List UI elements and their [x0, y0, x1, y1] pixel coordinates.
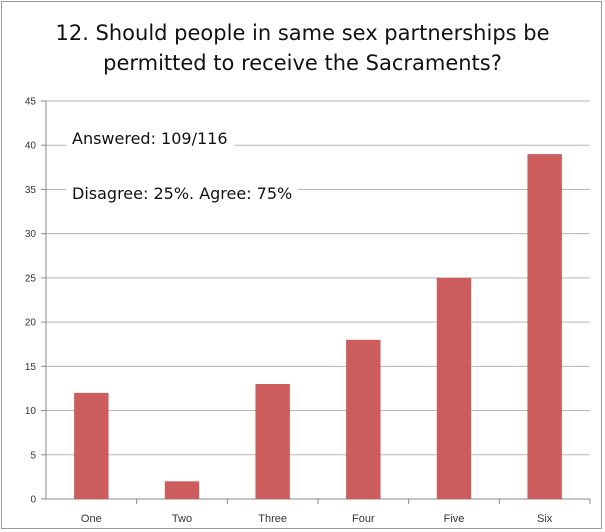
bar-four	[346, 339, 381, 499]
bar-two	[164, 481, 200, 499]
bar-six	[527, 154, 562, 500]
y-tick-label: 25	[25, 273, 37, 284]
y-tick-label: 10	[25, 406, 37, 417]
y-tick-label: 45	[25, 97, 37, 108]
y-tick-label: 40	[25, 141, 37, 152]
bar-one	[74, 392, 109, 499]
chart-title-line-2: permitted to receive the Sacraments?	[103, 51, 502, 75]
agreement-annotation: Disagree: 25%. Agree: 75%	[66, 184, 299, 204]
y-tick-label: 15	[25, 362, 37, 373]
x-tick-label: Five	[444, 513, 465, 525]
y-tick-label: 30	[25, 229, 37, 240]
chart-title-line-1: 12. Should people in same sex partnershi…	[55, 21, 550, 45]
bar-three	[255, 384, 290, 499]
x-tick-label: Two	[172, 513, 192, 525]
y-tick-label: 35	[25, 185, 37, 196]
chart-title: 12. Should people in same sex partnershi…	[0, 18, 605, 78]
x-tick-label: One	[81, 513, 102, 525]
x-tick-label: Three	[258, 513, 287, 525]
answered-annotation: Answered: 109/116	[66, 129, 234, 149]
y-tick-label: 0	[30, 495, 36, 506]
x-tick-label: Four	[352, 513, 375, 525]
y-tick-label: 5	[30, 450, 36, 461]
y-tick-label: 20	[25, 318, 37, 329]
x-tick-label: Six	[537, 513, 553, 525]
bar-five	[436, 277, 472, 499]
